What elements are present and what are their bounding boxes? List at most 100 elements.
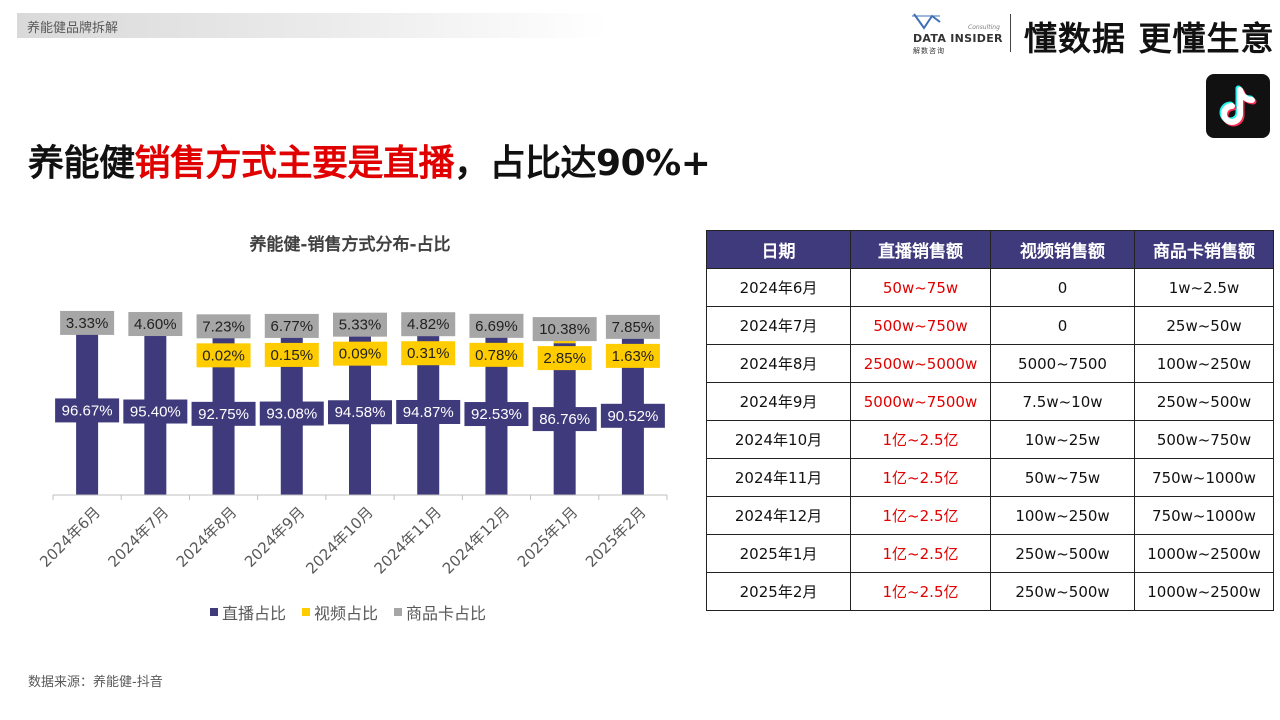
cell-video-sales: 250w~500w [990, 534, 1135, 573]
header-live-sales: 直播销售额 [850, 230, 991, 269]
legend-label-video: 视频占比 [314, 604, 379, 623]
data-label-box-live [464, 402, 529, 427]
data-label-video: 0.09% [339, 346, 382, 363]
data-label-box-live [396, 399, 461, 424]
cell-card-sales: 25w~50w [1134, 306, 1274, 345]
cell-live-sales: 50w~75w [850, 268, 991, 307]
data-label-box-card [196, 314, 251, 339]
cell-video-sales: 0 [990, 306, 1135, 345]
cell-card-sales: 1w~2.5w [1134, 268, 1274, 307]
logo-consulting: Consulting [968, 24, 1000, 31]
cell-card-sales: 750w~1000w [1134, 458, 1274, 497]
headline-brand: 养能健 [28, 143, 135, 184]
cell-live-sales: 1亿~2.5亿 [850, 534, 991, 573]
legend-swatch-live [210, 608, 218, 616]
legend-item-live: 直播占比 [210, 600, 286, 624]
data-label-box-card [469, 313, 524, 338]
data-label-box-card [401, 312, 456, 337]
data-label-box-live [55, 398, 120, 423]
legend-label-live: 直播占比 [222, 604, 287, 623]
cell-video-sales: 100w~250w [990, 496, 1135, 535]
stacked-bar-chart: 96.67% 3.33% 2024年6月 95.40% 4.60% 2024年7月 92.7… [36, 310, 668, 578]
legend-swatch-video [302, 608, 311, 616]
tiktok-icon [1206, 74, 1270, 138]
chart-legend: 直播占比 视频占比 商品卡占比 [210, 600, 486, 624]
data-label-card: 6.77% [271, 318, 314, 335]
data-label-video: 0.78% [475, 347, 518, 364]
cell-date: 2024年12月 [706, 496, 851, 535]
legend-swatch-card [394, 608, 403, 616]
cell-card-sales: 250w~500w [1134, 382, 1274, 421]
cell-live-sales: 2500w~5000w [850, 344, 991, 383]
data-label-live: 94.58% [335, 404, 386, 421]
logo-subtitle: 解数咨询 [913, 47, 945, 55]
data-label-card: 6.69% [475, 318, 518, 335]
x-tick-label: 2025年1月 [514, 503, 582, 571]
data-label-box-video [196, 343, 251, 368]
data-label-box-video [537, 346, 592, 371]
data-label-box-video [401, 341, 456, 366]
table-row: 2024年10月 1亿~2.5亿 10w~25w 500w~750w [706, 420, 1274, 459]
header-date: 日期 [706, 230, 851, 269]
data-label-card: 7.23% [202, 318, 245, 335]
headline: 养能健销售方式主要是直播，占比达90%+ [28, 134, 711, 186]
cell-date: 2025年1月 [706, 534, 851, 573]
data-label-box-video [469, 342, 524, 367]
x-tick-label: 2024年10月 [302, 503, 376, 577]
x-tick-label: 2024年12月 [439, 503, 513, 577]
cell-live-sales: 1亿~2.5亿 [850, 420, 991, 459]
cell-card-sales: 500w~750w [1134, 420, 1274, 459]
data-label-box-card [333, 312, 387, 337]
data-label-video: 0.15% [271, 347, 314, 364]
data-insider-logo: Consulting DATA INSIDER 解数咨询 [910, 10, 1003, 55]
header-video-sales: 视频销售额 [990, 230, 1135, 269]
logo-mark-icon [912, 13, 941, 30]
x-tick-label: 2025年2月 [582, 503, 650, 571]
cell-date: 2024年11月 [706, 458, 851, 497]
data-label-live: 96.67% [62, 402, 113, 419]
table-row: 2024年6月 50w~75w 0 1w~2.5w [706, 268, 1274, 307]
data-label-video: 1.63% [612, 348, 655, 365]
data-label-live: 90.52% [607, 408, 658, 425]
cell-live-sales: 1亿~2.5亿 [850, 496, 991, 535]
data-label-box-live [191, 401, 256, 426]
header-card-sales: 商品卡销售额 [1134, 230, 1274, 269]
cell-card-sales: 1000w~2500w [1134, 572, 1274, 611]
chart-title: 养能健-销售方式分布-占比 [249, 235, 451, 255]
table-row: 2024年9月 5000w~7500w 7.5w~10w 250w~500w [706, 382, 1274, 421]
data-label-video: 2.85% [543, 350, 586, 367]
table-header-row: 日期 直播销售额 视频销售额 商品卡销售额 [706, 230, 1274, 269]
cell-date: 2024年6月 [706, 268, 851, 307]
data-label-live: 92.75% [198, 406, 249, 423]
headline-highlight: 销售方式主要是直播 [134, 143, 455, 184]
header-divider [1010, 14, 1011, 52]
cell-video-sales: 50w~75w [990, 458, 1135, 497]
cell-video-sales: 10w~25w [990, 420, 1135, 459]
data-label-box-video [333, 341, 387, 366]
data-label-box-video [264, 342, 319, 367]
data-label-box-card [532, 317, 597, 342]
data-label-video: 0.02% [202, 347, 245, 364]
cell-live-sales: 1亿~2.5亿 [850, 572, 991, 611]
legend-item-video: 视频占比 [302, 600, 378, 624]
sales-table: 日期 直播销售额 视频销售额 商品卡销售额 2024年6月 50w~75w 0 1w~… [706, 230, 1274, 611]
data-label-box-card [264, 313, 319, 338]
cell-card-sales: 750w~1000w [1134, 496, 1274, 535]
headline-rest: ，占比达90%+ [454, 143, 711, 184]
data-label-card: 7.85% [612, 319, 655, 336]
data-label-box-card [605, 314, 660, 339]
cell-video-sales: 0 [990, 268, 1135, 307]
breadcrumb: 养能健品牌拆解 [27, 21, 119, 36]
data-label-box-live [600, 403, 665, 428]
table-row: 2025年2月 1亿~2.5亿 250w~500w 1000w~2500w [706, 572, 1274, 611]
data-label-box-live [123, 399, 188, 424]
data-label-box-live [328, 400, 392, 425]
cell-date: 2024年7月 [706, 306, 851, 345]
data-label-live: 92.53% [471, 406, 522, 423]
data-label-live: 93.08% [266, 406, 317, 423]
x-tick-label: 2024年11月 [371, 503, 445, 577]
cell-card-sales: 100w~250w [1134, 344, 1274, 383]
data-label-live: 95.40% [130, 404, 181, 421]
table-row: 2024年7月 500w~750w 0 25w~50w [706, 306, 1274, 345]
data-label-live: 86.76% [539, 411, 590, 428]
